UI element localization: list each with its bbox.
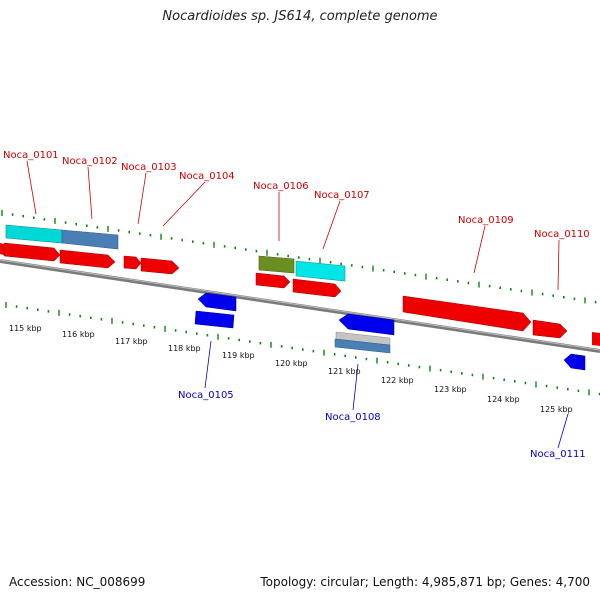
cyan-feature-0107[interactable] xyxy=(295,260,346,282)
gene-arrow-0110[interactable] xyxy=(532,319,568,339)
map-title: Nocardioides sp. JS614, complete genome xyxy=(162,9,438,24)
scale-label: 121 kbp xyxy=(328,367,361,376)
scale-label: 122 kbp xyxy=(381,376,414,385)
gene-arrow-0101[interactable] xyxy=(3,242,61,262)
gene-arrow-0108a[interactable] xyxy=(338,313,395,336)
gene-label-noca-0102[interactable]: Noca_0102 xyxy=(62,156,118,167)
accession-text: Accession: NC_008699 xyxy=(9,575,146,589)
gene-arrow-0111[interactable] xyxy=(563,353,586,371)
gene-label-noca-0104[interactable]: Noca_0104 xyxy=(179,171,235,182)
scale-label: 116 kbp xyxy=(62,330,95,339)
gene-arrow-0103[interactable] xyxy=(123,255,142,270)
scale-label: 123 kbp xyxy=(434,385,467,394)
scale-label: 115 kbp xyxy=(9,324,42,333)
gene-label-noca-0106[interactable]: Noca_0106 xyxy=(253,181,309,192)
gene-label-noca-0103[interactable]: Noca_0103 xyxy=(121,162,177,173)
gene-label-noca-0110[interactable]: Noca_0110 xyxy=(534,229,590,240)
reverse-leader-lines xyxy=(204,340,569,449)
gene-arrow-0105a[interactable] xyxy=(197,292,237,312)
genome-backbone xyxy=(0,259,600,353)
gene-label-noca-0111[interactable]: Noca_0111 xyxy=(530,449,586,460)
steel-feature-0102[interactable] xyxy=(61,229,119,250)
reverse-gene-labels: Noca_0105 Noca_0108 Noca_0111 xyxy=(178,390,586,460)
gene-label-noca-0105[interactable]: Noca_0105 xyxy=(178,390,234,401)
scale-label: 117 kbp xyxy=(115,337,148,346)
gene-arrow-0100[interactable] xyxy=(0,243,4,255)
scale-label: 124 kbp xyxy=(487,395,520,404)
gene-arrow-0107[interactable] xyxy=(292,278,342,298)
genome-stats-text: Topology: circular; Length: 4,985,871 bp… xyxy=(260,575,590,589)
gene-arrow-0104[interactable] xyxy=(140,257,180,275)
forward-tick-row xyxy=(1,210,597,304)
genome-backbone-highlight xyxy=(0,259,600,351)
scale-label: 119 kbp xyxy=(222,351,255,360)
forward-gene-labels: Noca_0101 Noca_0102 Noca_0103 Noca_0104 … xyxy=(3,150,590,240)
reverse-tick-row xyxy=(5,302,600,396)
scale-label: 118 kbp xyxy=(168,344,201,353)
gene-label-noca-0107[interactable]: Noca_0107 xyxy=(314,190,370,201)
gene-label-noca-0109[interactable]: Noca_0109 xyxy=(458,215,514,226)
gene-arrow-edge[interactable] xyxy=(592,332,600,346)
gene-label-noca-0108[interactable]: Noca_0108 xyxy=(325,412,381,423)
scale-labels: 115 kbp 116 kbp 117 kbp 118 kbp 119 kbp … xyxy=(9,324,573,414)
gene-arrow-0105b[interactable] xyxy=(194,310,235,329)
gene-arrow-0106[interactable] xyxy=(255,272,291,289)
olive-feature-0106[interactable] xyxy=(258,255,295,274)
gene-arrow-0109[interactable] xyxy=(402,295,532,332)
cyan-feature-0101[interactable] xyxy=(5,224,63,244)
forward-leader-lines xyxy=(26,160,560,291)
steel-feature-0108[interactable] xyxy=(334,338,391,354)
gene-label-noca-0101[interactable]: Noca_0101 xyxy=(3,150,59,161)
scale-label: 125 kbp xyxy=(540,405,573,414)
gene-arrow-0102[interactable] xyxy=(59,249,116,269)
scale-label: 120 kbp xyxy=(275,359,308,368)
